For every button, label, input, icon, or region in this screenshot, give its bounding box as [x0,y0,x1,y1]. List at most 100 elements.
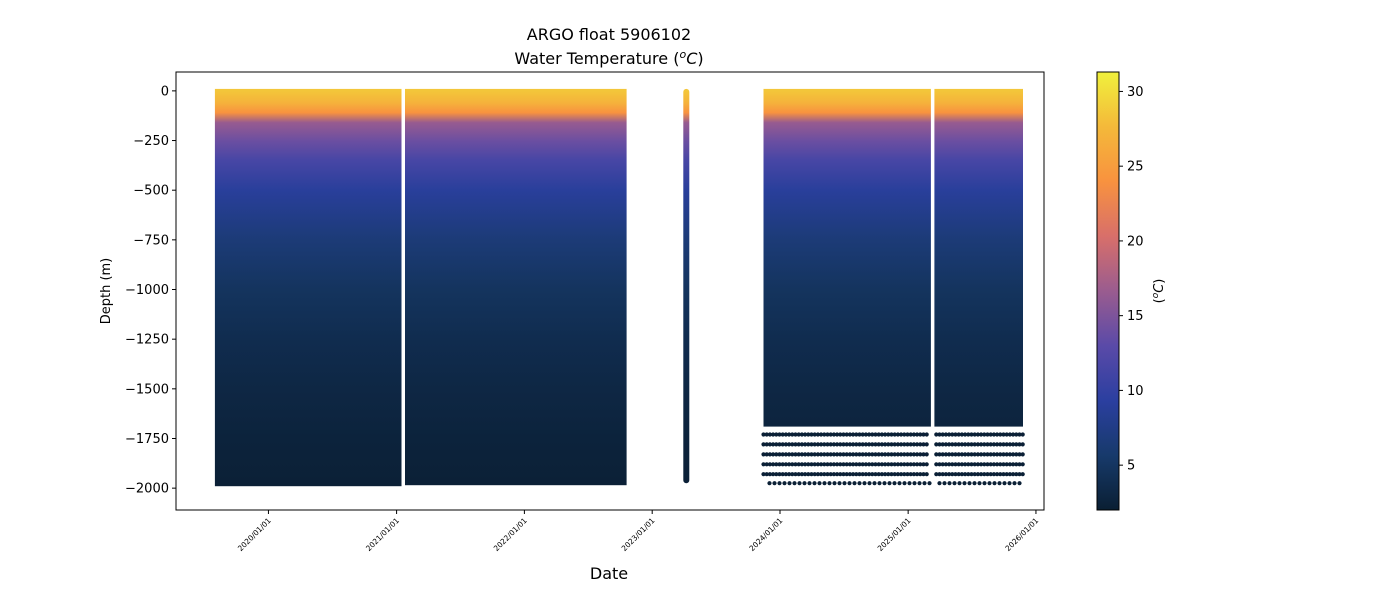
deep-sample-point [844,462,849,467]
deep-sample-point [950,462,955,467]
deep-sample-point [892,432,897,437]
y-tick-label: −2000 [125,482,169,497]
deep-sample-point [780,472,785,477]
deep-sample-point [953,472,958,477]
deep-sample-point [876,452,881,457]
deep-sample-point [924,472,929,477]
deep-sample-point [883,472,888,477]
deep-sample-point [899,462,904,467]
deep-sample-point [831,462,837,467]
deep-sample-point [966,452,971,457]
deep-sample-point [1011,472,1016,477]
deep-sample-point [876,462,881,467]
deep-sample-point [979,432,984,437]
deep-sample-point [764,452,769,457]
deep-sample-point [934,472,939,477]
deep-sample-point [911,442,917,447]
deep-sample-point [812,442,817,447]
deep-sample-point [963,462,968,467]
deep-sample-point [886,452,891,457]
deep-sample-point [793,462,798,467]
deep-sample-point [911,432,917,437]
deep-sample-point [877,481,882,486]
deep-sample-point [815,462,821,467]
deep-sample-point [969,472,974,477]
deep-sample-point [841,452,846,457]
deep-sample-point [764,432,769,437]
deep-sample-point [783,432,789,437]
deep-sample-point [806,432,811,437]
deep-sample-point [774,472,779,477]
deep-sample-point [915,432,920,437]
deep-sample-point [950,442,955,447]
deep-sample-point [792,481,797,486]
deep-sample-point [907,481,912,486]
deep-sample-point [937,452,942,457]
deep-sample-point [831,472,837,477]
deep-sample-point [937,442,942,447]
deep-sample-point [921,472,926,477]
deep-sample-point [959,452,965,457]
deep-sample-point [873,442,878,447]
deep-sample-point [882,481,887,486]
deep-sample-point [895,452,901,457]
deep-sample-point [822,452,827,457]
deep-sample-point [908,442,913,447]
deep-sample-point [787,442,792,447]
deep-sample-point [966,432,971,437]
deep-sample-point [787,472,792,477]
deep-sample-point [966,462,971,467]
deep-sample-point [982,452,987,457]
deep-sample-point [918,442,923,447]
deep-sample-point [966,442,971,447]
deep-sample-point [892,472,897,477]
deep-sample-point [927,481,932,486]
deep-sample-point [867,472,872,477]
deep-sample-point [1004,432,1009,437]
deep-sample-point [975,472,981,477]
deep-sample-point [953,462,958,467]
deep-sample-point [828,452,833,457]
deep-sample-point [899,452,904,457]
deep-sample-point [819,452,824,457]
deep-sample-point [995,462,1000,467]
y-tick-label: 0 [161,84,169,99]
deep-sample-point [988,442,993,447]
colorbar-tick-label: 25 [1127,160,1144,175]
deep-sample-point [783,452,789,457]
profile-segment [214,88,402,487]
deep-sample-point [902,452,907,457]
deep-sample-point [828,432,833,437]
deep-sample-point [972,481,977,486]
deep-sample-point [908,432,913,437]
deep-sample-point [803,442,808,447]
colorbar-label-unit: C [1152,283,1167,293]
deep-sample-point [987,481,992,486]
deep-sample-point [982,472,987,477]
deep-sample-point [863,432,869,437]
deep-sample-point [790,472,795,477]
y-axis: 0 −250 −500 −750 −1000 −1250 −1500 −1750 −2000 [125,84,176,497]
deep-sample-point [924,442,929,447]
deep-sample-point [889,472,894,477]
profile-segment [405,88,627,486]
deep-sample-point [780,462,785,467]
deep-sample-point [1007,472,1013,477]
deep-sample-point [995,452,1000,457]
deep-sample-point [796,442,801,447]
deep-sample-point [985,442,990,447]
deep-sample-point [956,452,961,457]
colorbar-label-sup: o [1151,292,1161,298]
deep-sample-point [950,452,955,457]
deep-sample-point [844,452,849,457]
deep-sample-point [851,472,856,477]
deep-sample-point [879,462,885,467]
deep-sample-point [803,432,808,437]
plot-area [214,88,1025,487]
y-tick-label: −1500 [125,382,169,397]
deep-sample-point [985,432,990,437]
deep-sample-point [803,462,808,467]
deep-sample-point [892,452,897,457]
deep-sample-point [905,442,910,447]
deep-sample-point [774,452,779,457]
